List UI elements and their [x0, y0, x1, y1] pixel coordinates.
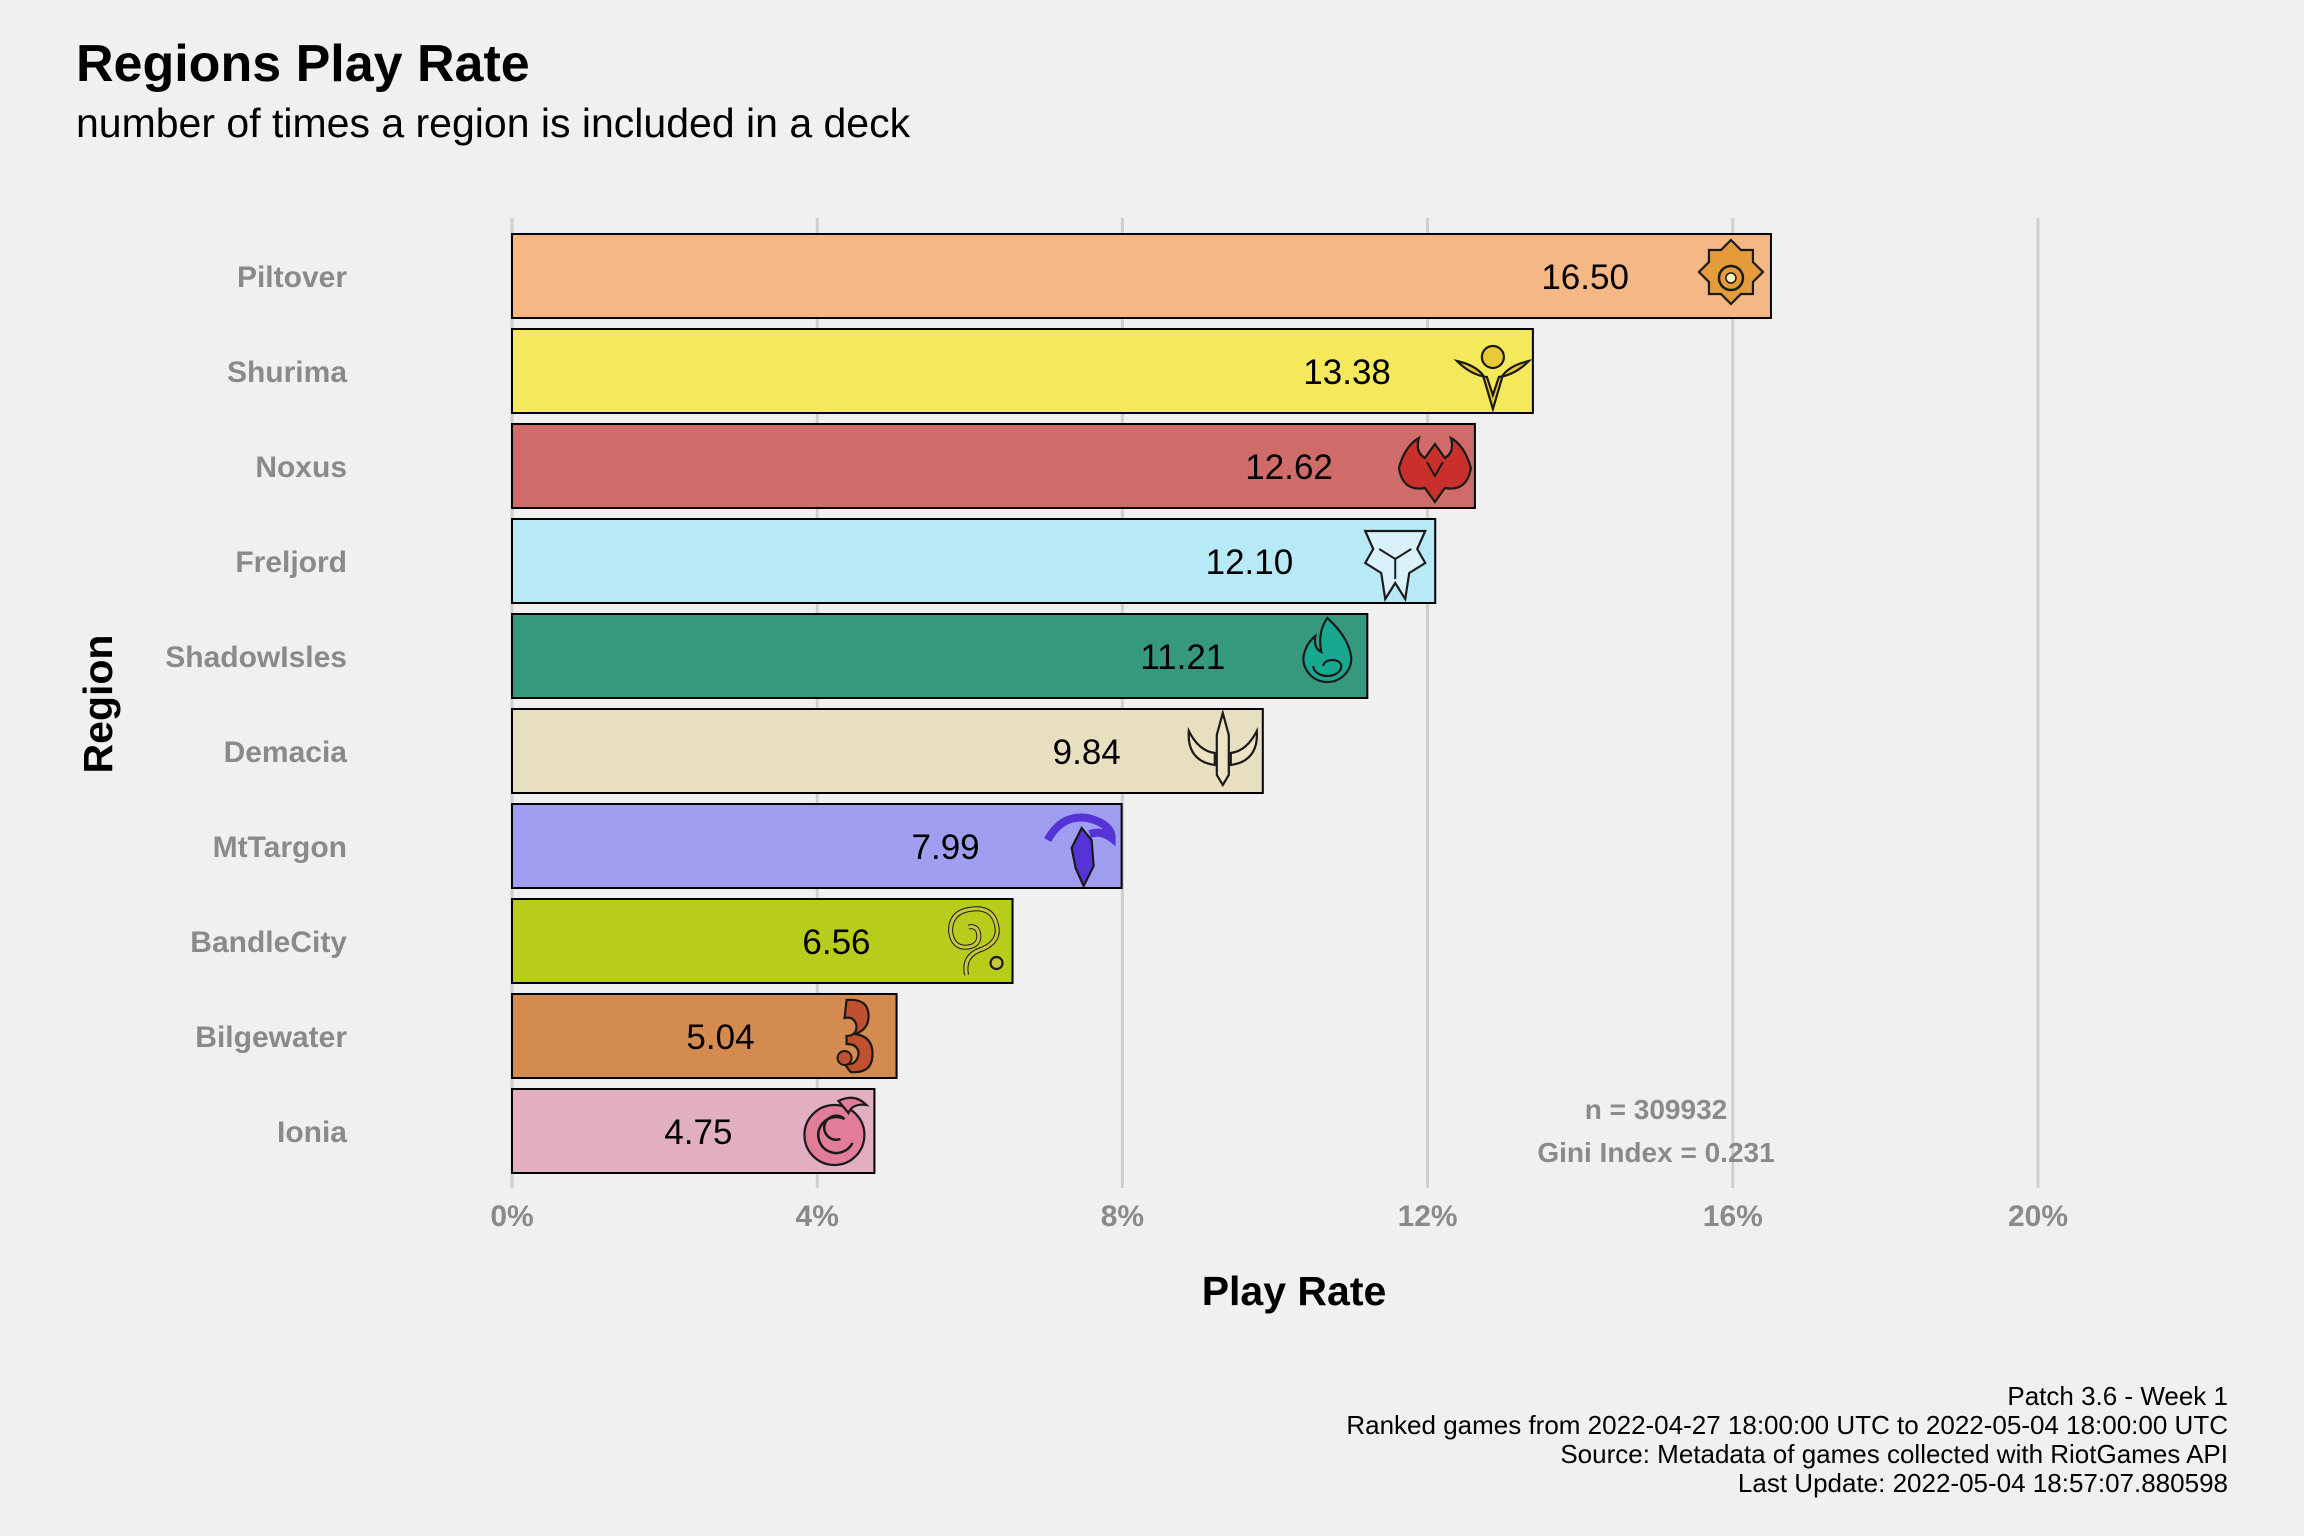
caption-line: Patch 3.6 - Week 1 — [2007, 1381, 2228, 1411]
annotation-n: n = 309932 — [1585, 1094, 1727, 1125]
y-tick-label: Freljord — [235, 546, 347, 579]
annotation-gini: Gini Index = 0.231 — [1537, 1137, 1774, 1168]
piltover-icon — [1697, 238, 1765, 306]
ionia-icon — [803, 1096, 870, 1167]
data-label: 13.38 — [1303, 353, 1391, 392]
y-tick-label: BandleCity — [190, 926, 347, 959]
x-tick-label: 0% — [490, 1200, 533, 1233]
data-label: 12.62 — [1245, 448, 1333, 487]
chart-subtitle: number of times a region is included in … — [76, 100, 911, 146]
x-axis-title: Play Rate — [1202, 1268, 1387, 1314]
bar-freljord — [511, 518, 1437, 604]
bar-shadowisles — [511, 613, 1369, 699]
caption-line: Last Update: 2022-05-04 18:57:07.880598 — [1737, 1468, 2228, 1498]
data-label: 5.04 — [686, 1018, 754, 1057]
bar-bandlecity — [511, 898, 1014, 984]
y-tick-label: Ionia — [277, 1116, 347, 1149]
freljord-icon — [1363, 529, 1427, 603]
bandlecity-icon — [948, 906, 1004, 976]
bilgewater-icon — [836, 998, 874, 1074]
y-tick-label: Piltover — [237, 261, 347, 294]
data-label: 12.10 — [1206, 543, 1294, 582]
noxus-icon — [1397, 435, 1473, 504]
bar-demacia — [511, 708, 1264, 794]
data-label: 9.84 — [1053, 733, 1121, 772]
bar-noxus — [511, 423, 1476, 509]
y-tick-label: ShadowIsles — [165, 641, 347, 674]
y-tick-label: Bilgewater — [195, 1021, 347, 1054]
demacia-icon — [1187, 708, 1258, 788]
x-tick-label: 16% — [1703, 1200, 1763, 1233]
bar-bilgewater — [511, 993, 898, 1079]
shadowisles-icon — [1302, 616, 1353, 684]
data-label: 11.21 — [1140, 638, 1225, 677]
caption-line: Source: Metadata of games collected with… — [1560, 1439, 2228, 1469]
mttargon-icon — [1044, 813, 1116, 889]
caption-line: Ranked games from 2022-04-27 18:00:00 UT… — [1346, 1410, 2228, 1440]
shurima-icon — [1453, 344, 1533, 413]
bar-mttargon — [511, 803, 1123, 889]
data-label: 16.50 — [1541, 258, 1629, 297]
x-tick-label: 4% — [796, 1200, 839, 1233]
y-tick-label: MtTargon — [213, 831, 347, 864]
x-tick-label: 8% — [1101, 1200, 1144, 1233]
y-tick-labels: Piltover Shurima Noxus Freljord ShadowIsles D… — [165, 261, 347, 1149]
bar-shurima — [511, 328, 1534, 414]
y-tick-label: Noxus — [255, 451, 347, 484]
x-tick-label: 12% — [1398, 1200, 1458, 1233]
bar-piltover — [511, 233, 1772, 319]
caption: Patch 3.6 - Week 1 Ranked games from 202… — [1346, 1382, 2228, 1498]
x-tick-label: 20% — [2008, 1200, 2068, 1233]
y-tick-label: Shurima — [227, 356, 347, 389]
data-label: 6.56 — [802, 923, 870, 962]
bars: 16.50 13.38 12.62 12.10 11.21 9.84 7.99 6.56 5.0… — [511, 233, 1772, 1174]
chart-title: Regions Play Rate — [76, 35, 530, 93]
y-tick-label: Demacia — [224, 736, 348, 769]
y-axis-title: Region — [75, 635, 121, 774]
data-label: 4.75 — [664, 1113, 732, 1152]
data-label: 7.99 — [912, 828, 980, 867]
x-tick-labels: 0% 4% 8% 12% 16% 20% — [490, 1200, 2068, 1233]
